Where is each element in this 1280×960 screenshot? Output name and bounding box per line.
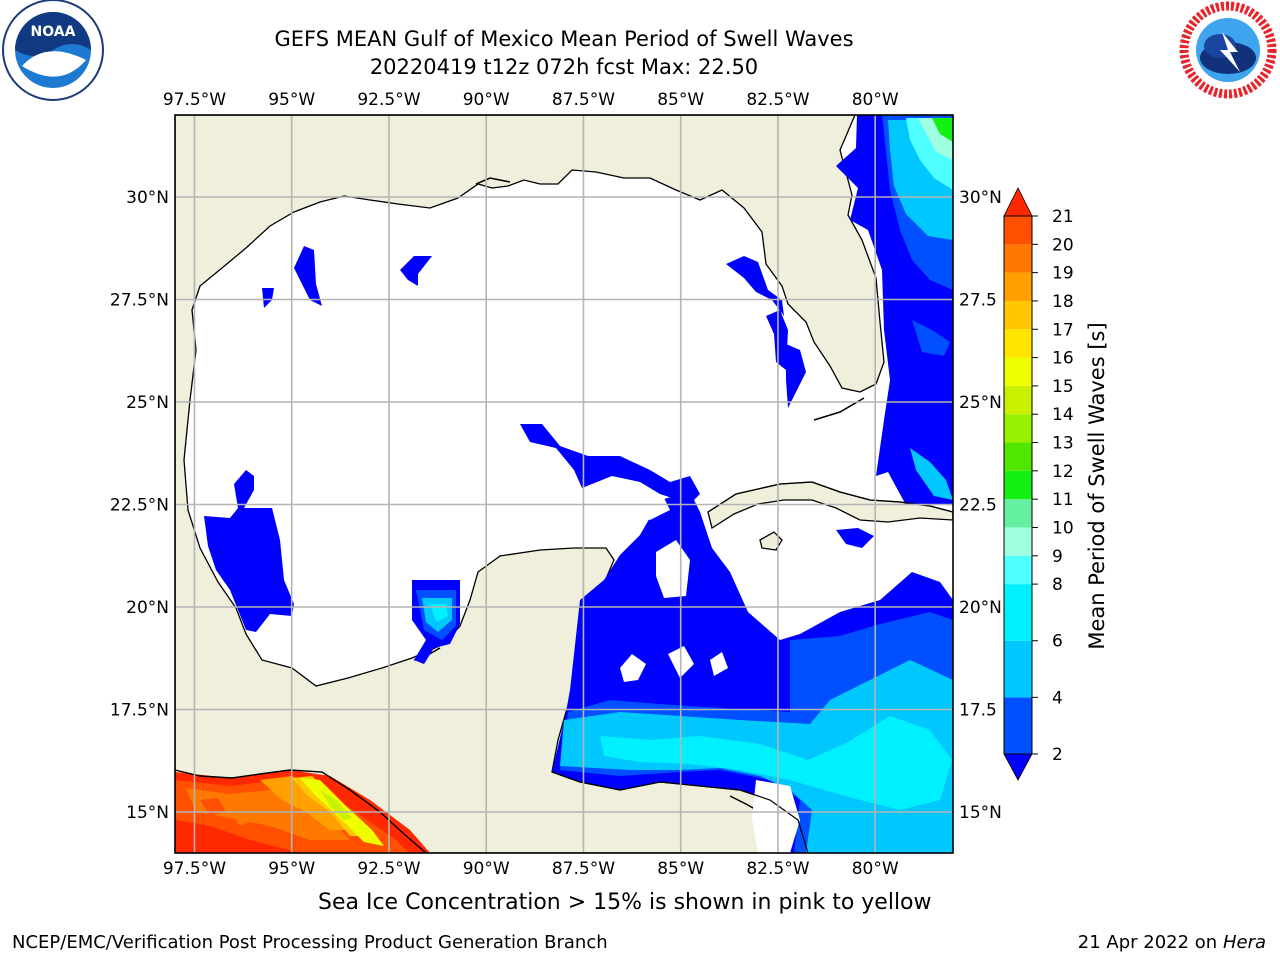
colorbar-tick-label: 16 [1052, 349, 1074, 369]
colorbar-segment [1004, 385, 1032, 415]
colorbar-tick-label: 8 [1052, 575, 1063, 595]
colorbar-tick-label: 14 [1052, 405, 1074, 425]
colorbar-segment [1004, 357, 1032, 386]
colorbar-segment [1004, 216, 1032, 245]
y-tick-label-left: 30°N [126, 188, 169, 208]
x-tick-label-bottom: 92.5°W [357, 859, 420, 879]
colorbar: 2 4 6 8 9 10 11 12 13 14 15 16 17 18 19 20 21 [1003, 187, 1074, 781]
colorbar-extend-high [1003, 187, 1033, 217]
colorbar-tick-label: 15 [1052, 377, 1074, 397]
y-tick-label-left: 22.5°N [110, 496, 169, 516]
colorbar-tick-label: 9 [1052, 547, 1063, 567]
colorbar-segment [1004, 555, 1032, 585]
y-tick-label-left: 17.5°N [110, 701, 169, 721]
noaa-logo-text: NOAA [31, 24, 76, 40]
x-tick-label-top: 82.5°W [746, 90, 809, 110]
colorbar-extend-low [1003, 753, 1033, 781]
colorbar-tick-label: 4 [1052, 688, 1063, 708]
axis-tick-labels: 97.5°W 97.5°W 95°W 95°W 92.5°W 92.5°W 90°W 90°W… [110, 90, 1002, 879]
y-tick-label-right: 17.5 [959, 701, 997, 721]
swell-period-fills [175, 115, 953, 853]
x-tick-label-top: 97.5°W [163, 90, 226, 110]
y-tick-label-right: 27.5 [959, 291, 997, 311]
noaa-logo: NOAA [2, 0, 104, 101]
colorbar-tick-label: 12 [1052, 462, 1074, 482]
colorbar-segment [1004, 527, 1032, 556]
footer-date: 21 Apr 2022 on Hera [1078, 932, 1266, 953]
colorbar-segment [1004, 584, 1032, 641]
x-tick-label-top: 87.5°W [552, 90, 615, 110]
colorbar-tick-label: 11 [1052, 490, 1074, 510]
caribbean-coastline [551, 771, 809, 853]
colorbar-tick-label: 6 [1052, 632, 1063, 652]
colorbar-segment [1004, 272, 1032, 301]
y-tick-label-right: 22.5 [959, 496, 997, 516]
chart-title: GEFS MEAN Gulf of Mexico Mean Period of … [274, 27, 854, 51]
colorbar-segment [1004, 414, 1032, 443]
x-tick-label-bottom: 97.5°W [163, 859, 226, 879]
footer-date-text: 21 Apr 2022 on [1077, 932, 1223, 953]
chart-subtitle: 20220419 t12z 072h fcst Max: 22.50 [369, 55, 759, 79]
y-tick-label-right: 25°N [959, 393, 1002, 413]
y-tick-label-right: 30°N [959, 188, 1002, 208]
x-tick-label-top: 85°W [657, 90, 704, 110]
nws-logo [1179, 1, 1277, 99]
colorbar-tick-label: 19 [1052, 264, 1074, 284]
x-tick-label-top: 92.5°W [357, 90, 420, 110]
colorbar-segment [1004, 244, 1032, 273]
x-tick-label-bottom: 82.5°W [746, 859, 809, 879]
colorbar-segment [1004, 442, 1032, 471]
colorbar-segment [1004, 640, 1032, 698]
colorbar-segment [1004, 697, 1032, 754]
colorbar-segment [1004, 329, 1032, 358]
x-tick-label-top: 90°W [463, 90, 510, 110]
land-isle-of-youth [759, 531, 783, 551]
y-tick-label-right: 20°N [959, 598, 1002, 618]
colorbar-segment [1004, 300, 1032, 330]
x-tick-label-bottom: 80°W [852, 859, 899, 879]
colorbar-segment [1004, 470, 1032, 500]
y-tick-label-left: 27.5°N [110, 291, 169, 311]
x-tick-label-bottom: 87.5°W [552, 859, 615, 879]
colorbar-tick-label: 18 [1052, 292, 1074, 312]
x-tick-label-bottom: 95°W [268, 859, 315, 879]
colorbar-tick-label: 20 [1052, 235, 1074, 255]
colorbar-tick-label: 2 [1052, 745, 1063, 765]
pacific-coastline [175, 769, 427, 853]
y-tick-label-right: 15°N [959, 803, 1002, 823]
x-tick-label-bottom: 85°W [657, 859, 704, 879]
colorbar-tick-label: 21 [1052, 207, 1074, 227]
footer-host: Hera [1222, 932, 1266, 953]
colorbar-tick-label: 10 [1052, 518, 1074, 538]
x-tick-label-top: 95°W [268, 90, 315, 110]
x-tick-label-bottom: 90°W [463, 859, 510, 879]
x-tick-label-top: 80°W [852, 90, 899, 110]
colorbar-segment [1004, 499, 1032, 528]
y-tick-label-left: 20°N [126, 598, 169, 618]
colorbar-tick-label: 13 [1052, 434, 1074, 454]
colorbar-label: Mean Period of Swell Waves [s] [1085, 322, 1109, 649]
map-frame [174, 114, 954, 854]
y-tick-label-left: 15°N [126, 803, 169, 823]
y-tick-label-left: 25°N [126, 393, 169, 413]
colorbar-tick-label: 17 [1052, 320, 1074, 340]
grid-lines [175, 115, 953, 853]
sea-ice-footnote: Sea Ice Concentration > 15% is shown in … [318, 890, 932, 915]
footer-branch: NCEP/EMC/Verification Post Processing Pr… [12, 932, 608, 953]
colorbar-frame [1003, 215, 1033, 755]
